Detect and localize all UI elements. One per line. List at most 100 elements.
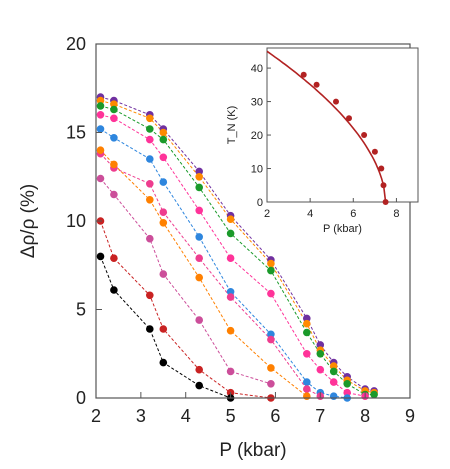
x-axis-label: P (kbar) bbox=[219, 440, 286, 461]
data-point-s8-1 bbox=[96, 174, 105, 183]
data-point-s5-1 bbox=[96, 125, 105, 133]
x-tick-label-7: 7 bbox=[315, 406, 325, 426]
inset-point-9 bbox=[382, 199, 389, 205]
data-point-s3-9 bbox=[316, 350, 325, 358]
data-point-s3-7 bbox=[267, 266, 275, 275]
inset-y-tick-label-20: 20 bbox=[251, 130, 263, 142]
data-point-s10-3 bbox=[146, 325, 154, 333]
y-tick-label-0: 0 bbox=[76, 388, 86, 408]
data-point-s9-2 bbox=[110, 254, 118, 262]
data-point-s3-2 bbox=[110, 105, 118, 114]
inset-y-tick-label-30: 30 bbox=[251, 97, 263, 109]
data-point-s1-5 bbox=[195, 167, 203, 176]
data-point-s7-1 bbox=[96, 146, 105, 154]
y-tick-label-10: 10 bbox=[66, 211, 86, 231]
data-point-s8-3 bbox=[146, 234, 154, 243]
data-point-s7-7 bbox=[267, 364, 275, 372]
fit-curve-8 bbox=[100, 178, 272, 385]
y-tick-label-15: 15 bbox=[66, 123, 86, 143]
data-point-s4-8 bbox=[303, 350, 311, 358]
fit-curve-7 bbox=[100, 149, 308, 397]
data-point-s3-13 bbox=[370, 390, 378, 399]
data-point-s2-4 bbox=[159, 128, 168, 137]
data-point-s10-4 bbox=[159, 358, 168, 367]
data-point-s5-3 bbox=[146, 155, 154, 163]
data-point-s4-4 bbox=[159, 153, 168, 162]
x-tick-label-4: 4 bbox=[181, 406, 191, 426]
data-point-s4-1 bbox=[96, 111, 105, 119]
data-point-s9-5 bbox=[195, 365, 203, 374]
data-point-s10-1 bbox=[96, 252, 105, 261]
data-point-s3-1 bbox=[96, 102, 105, 110]
data-point-s8-6 bbox=[226, 367, 235, 376]
inset-point-8 bbox=[380, 182, 387, 189]
data-point-s4-7 bbox=[267, 289, 275, 298]
inset-x-tick-label-4: 4 bbox=[307, 208, 313, 220]
data-point-s3-10 bbox=[329, 367, 338, 376]
data-point-s5-8 bbox=[303, 378, 311, 386]
data-point-s3-3 bbox=[146, 125, 154, 133]
fit-curve-10 bbox=[100, 256, 231, 399]
data-point-s2-1 bbox=[96, 96, 105, 105]
data-point-s5-7 bbox=[267, 330, 275, 339]
data-point-s4-11 bbox=[343, 388, 352, 397]
inset-x-axis-label: P (kbar) bbox=[323, 223, 362, 235]
inset-x-tick-label-8: 8 bbox=[393, 208, 399, 220]
inset-point-1 bbox=[300, 71, 307, 78]
data-point-s3-4 bbox=[159, 135, 168, 144]
inset-point-2 bbox=[313, 81, 320, 88]
data-point-s7-8 bbox=[303, 392, 311, 401]
data-point-s6-6 bbox=[226, 293, 235, 301]
x-tick-label-8: 8 bbox=[360, 406, 370, 426]
data-point-s2-6 bbox=[226, 215, 235, 223]
inset-chart: 2 4 6 8 0 10 20 30 40 P (kbar) T_N (K) bbox=[226, 47, 419, 235]
data-point-s4-6 bbox=[226, 254, 235, 262]
data-point-s2-3 bbox=[146, 114, 154, 123]
x-tick-label-5: 5 bbox=[226, 406, 236, 426]
data-point-s7-6 bbox=[226, 326, 235, 335]
data-point-s10-2 bbox=[110, 286, 118, 294]
data-point-s6-4 bbox=[159, 208, 168, 216]
data-point-s8-4 bbox=[159, 270, 168, 278]
data-point-s4-9 bbox=[316, 365, 325, 374]
data-point-s3-8 bbox=[303, 328, 311, 337]
inset-y-tick-label-10: 10 bbox=[251, 164, 263, 176]
data-point-s1-8 bbox=[303, 314, 311, 323]
y-tick-label-20: 20 bbox=[66, 34, 86, 54]
data-point-s8-5 bbox=[195, 316, 203, 324]
fit-curve-4 bbox=[100, 114, 366, 397]
data-point-s3-11 bbox=[343, 380, 352, 388]
inset-point-6 bbox=[371, 148, 378, 155]
inset-point-5 bbox=[361, 132, 368, 138]
data-point-s9-3 bbox=[146, 291, 154, 300]
data-point-s6-5 bbox=[195, 254, 203, 262]
data-point-s2-10 bbox=[329, 362, 338, 370]
data-point-s5-4 bbox=[159, 178, 168, 186]
data-point-s4-3 bbox=[146, 135, 154, 144]
data-point-s7-4 bbox=[159, 219, 168, 227]
data-point-s5-6 bbox=[226, 288, 235, 296]
data-point-s2-7 bbox=[267, 259, 275, 268]
data-point-s5-10 bbox=[329, 392, 338, 401]
data-point-s6-3 bbox=[146, 180, 154, 188]
inset-x-tick-label-6: 6 bbox=[350, 208, 356, 220]
data-point-s2-8 bbox=[303, 319, 311, 328]
fit-curve-6 bbox=[100, 153, 321, 397]
data-point-s3-6 bbox=[226, 229, 235, 238]
inset-point-4 bbox=[346, 115, 352, 122]
data-point-s8-2 bbox=[110, 190, 118, 199]
x-tick-label-2: 2 bbox=[91, 406, 101, 426]
inset-x-tick-label-2: 2 bbox=[264, 208, 270, 220]
data-point-s3-5 bbox=[195, 183, 203, 192]
inset-point-7 bbox=[378, 165, 385, 172]
data-point-s2-2 bbox=[110, 100, 118, 108]
inset-y-tick-label-0: 0 bbox=[257, 197, 263, 209]
data-point-s4-5 bbox=[195, 206, 203, 215]
inset-y-tick-label-40: 40 bbox=[251, 63, 263, 75]
y-tick-label-5: 5 bbox=[76, 300, 86, 320]
inset-point-3 bbox=[333, 98, 339, 105]
x-tick-label-3: 3 bbox=[136, 406, 146, 426]
data-point-s8-7 bbox=[267, 380, 275, 388]
data-point-s2-5 bbox=[195, 173, 203, 181]
